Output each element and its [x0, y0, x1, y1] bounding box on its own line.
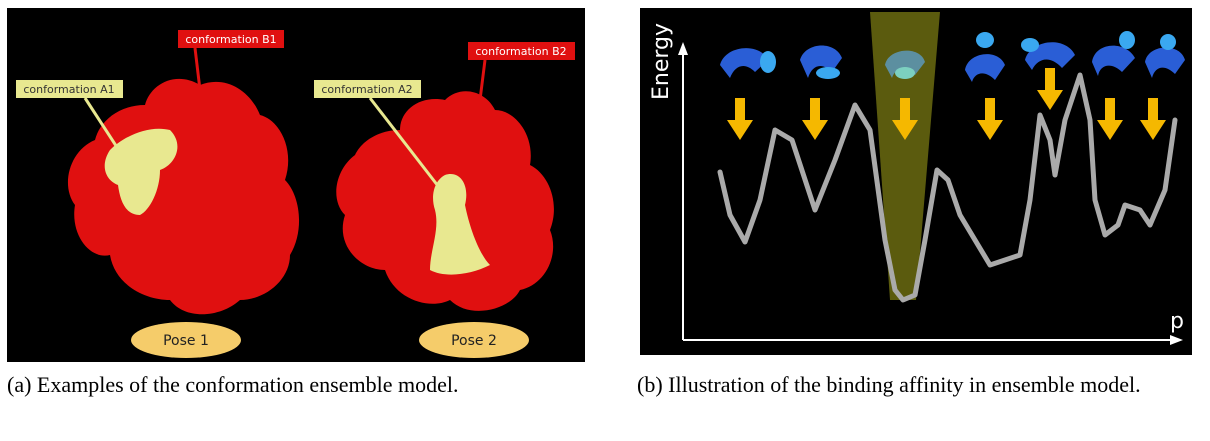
- caption: (b) Illustration of the binding affinity…: [637, 370, 1194, 399]
- ligand: [976, 32, 994, 48]
- ligand: [1119, 31, 1135, 49]
- label: conformation B2: [475, 45, 566, 58]
- ligand: [1021, 38, 1039, 52]
- figure: conformation B1 conformation A1 conforma…: [0, 0, 1210, 365]
- axis-label: Energy: [649, 23, 674, 100]
- ligand: [760, 51, 776, 73]
- label: conformation A1: [23, 83, 114, 96]
- ligand: [895, 67, 915, 79]
- ligand: [816, 67, 840, 79]
- pose-label: Pose 1: [163, 333, 209, 349]
- caption: (a) Examples of the conformation ensembl…: [7, 370, 585, 399]
- ligand: [1160, 34, 1176, 50]
- axis-label: p: [1170, 309, 1184, 334]
- panel-b: Energy p: [640, 8, 1192, 355]
- page: {"panel_a": {"labels": {"b1": "conformat…: [0, 0, 1210, 441]
- label: conformation B1: [185, 33, 276, 46]
- pose-label: Pose 2: [451, 333, 497, 349]
- label: conformation A2: [321, 83, 412, 96]
- panel-a: conformation B1 conformation A1 conforma…: [7, 8, 585, 362]
